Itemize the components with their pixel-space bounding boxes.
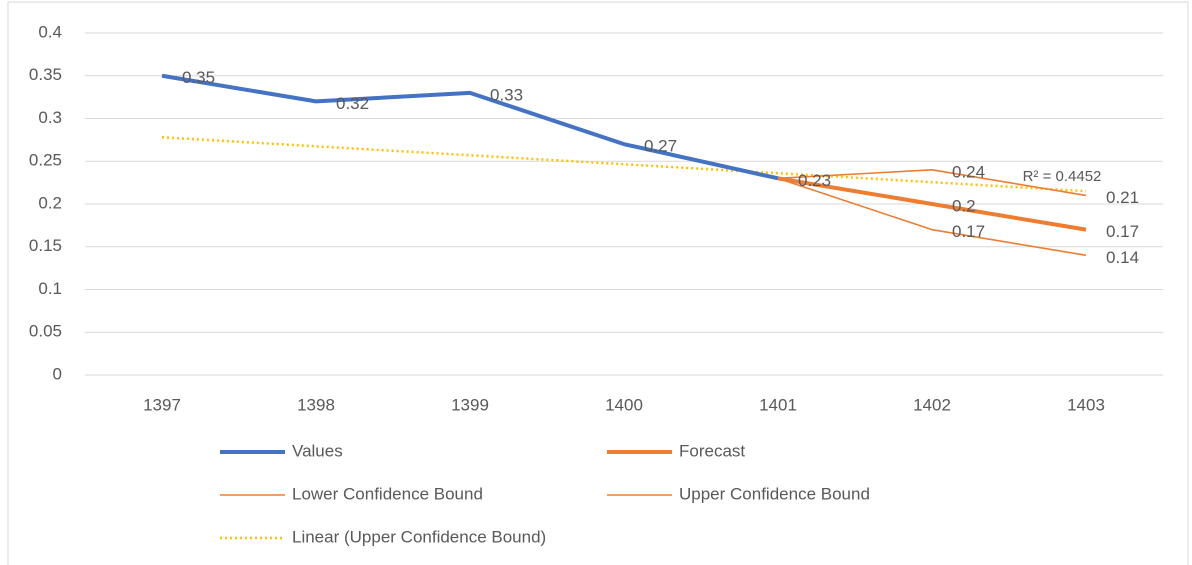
y-tick-label: 0.4: [38, 22, 62, 41]
y-tick-label: 0.1: [38, 279, 62, 298]
x-tick-label: 1400: [605, 395, 643, 414]
legend-label: Upper Confidence Bound: [679, 484, 870, 503]
data-label: 0.17: [952, 222, 985, 241]
data-label: 0.14: [1106, 248, 1139, 267]
x-tick-label: 1403: [1067, 395, 1105, 414]
data-label: 0.27: [644, 137, 677, 156]
legend-label: Lower Confidence Bound: [292, 484, 483, 503]
trendline: [161, 136, 1087, 193]
data-label: 0.33: [490, 85, 523, 104]
data-label: 0.23: [798, 171, 831, 190]
y-tick-label: 0.25: [29, 151, 62, 170]
x-tick-label: 1398: [297, 395, 335, 414]
chart-frame: [7, 1, 1189, 565]
x-tick-label: 1399: [451, 395, 489, 414]
x-tick-label: 1401: [759, 395, 797, 414]
series-line: [777, 177, 1087, 257]
y-tick-label: 0.05: [29, 322, 62, 341]
y-tick-label: 0.35: [29, 65, 62, 84]
data-label: 0.35: [182, 68, 215, 87]
y-tick-label: 0: [53, 364, 62, 383]
data-label: 0.24: [952, 162, 985, 181]
series-line: [777, 169, 1087, 197]
legend-label: Values: [292, 441, 343, 460]
data-label: 0.17: [1106, 222, 1139, 241]
x-tick-label: 1397: [143, 395, 181, 414]
legend-label: Forecast: [679, 441, 745, 460]
r-squared: R² = 0.4452: [1023, 168, 1102, 185]
series-line: [777, 176, 1087, 232]
y-tick-label: 0.15: [29, 236, 62, 255]
x-tick-label: 1402: [913, 395, 951, 414]
y-tick-label: 0.3: [38, 108, 62, 127]
data-label: 0.32: [336, 94, 369, 113]
data-label: 0.21: [1106, 188, 1139, 207]
y-tick-label: 0.2: [38, 193, 62, 212]
legend-label: Linear (Upper Confidence Bound): [292, 527, 546, 546]
series-line: [161, 73, 779, 181]
data-label: 0.2: [952, 196, 976, 215]
